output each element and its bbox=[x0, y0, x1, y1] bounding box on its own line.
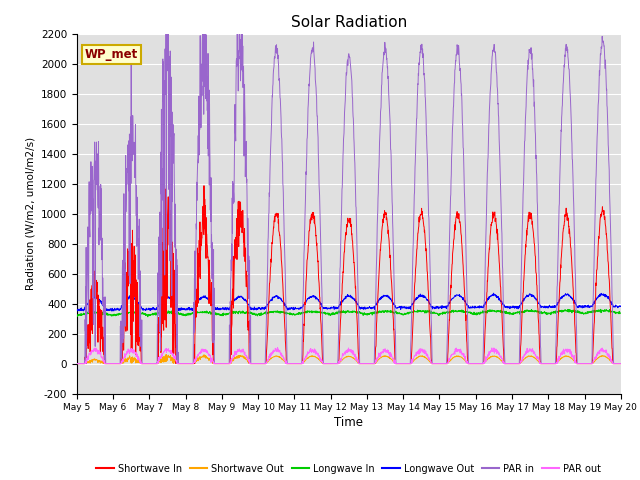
Title: Solar Radiation: Solar Radiation bbox=[291, 15, 407, 30]
Y-axis label: Radiation (W/m2, umol/m2/s): Radiation (W/m2, umol/m2/s) bbox=[25, 137, 35, 290]
X-axis label: Time: Time bbox=[334, 417, 364, 430]
Legend: Shortwave In, Shortwave Out, Longwave In, Longwave Out, PAR in, PAR out: Shortwave In, Shortwave Out, Longwave In… bbox=[92, 460, 605, 478]
Text: WP_met: WP_met bbox=[85, 48, 138, 61]
